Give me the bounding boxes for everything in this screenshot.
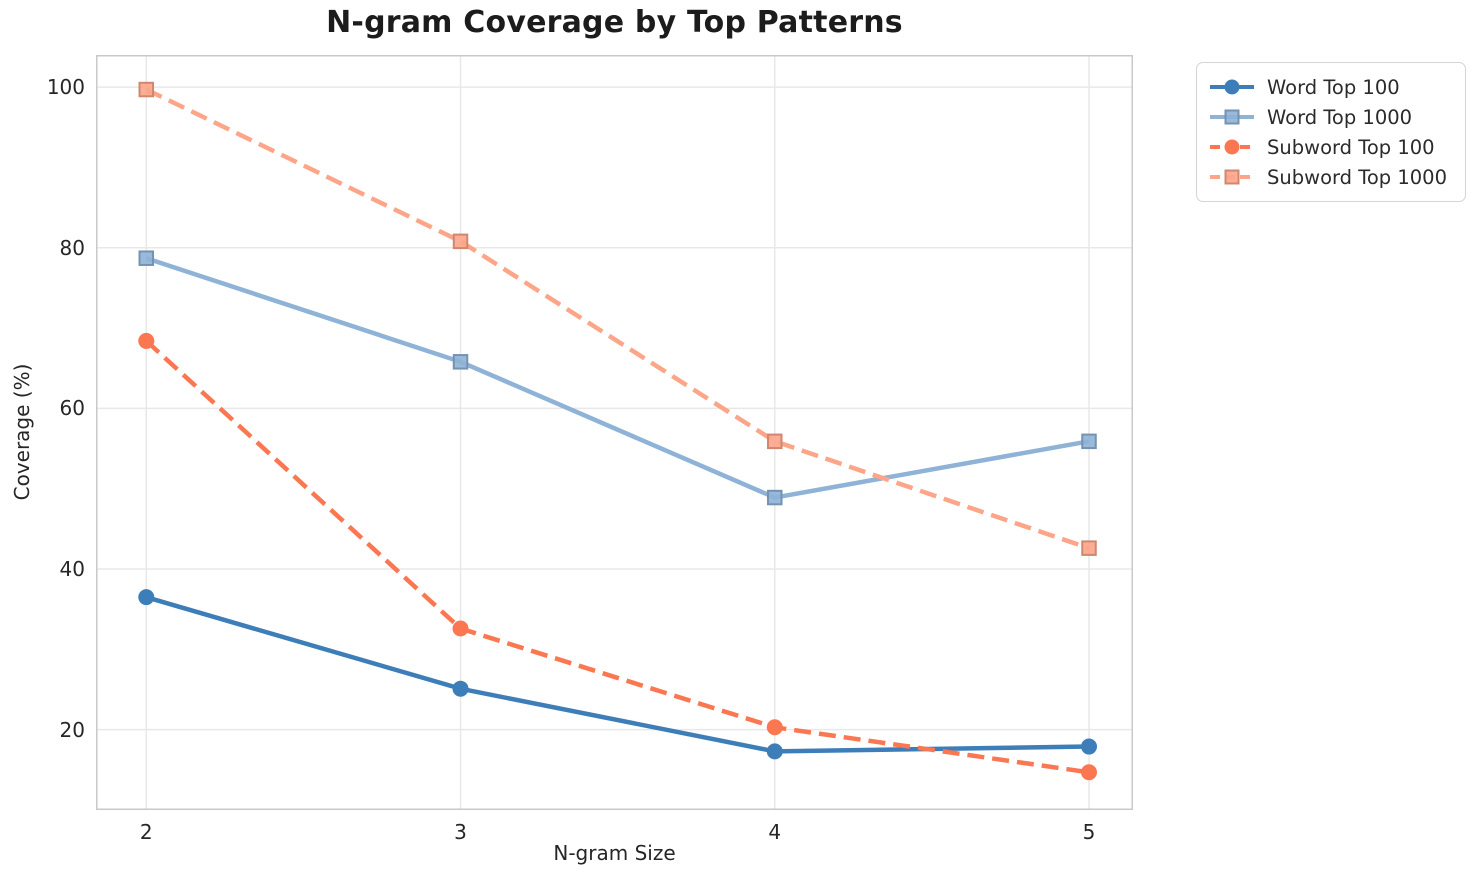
legend-sample-word-top-1000	[1210, 109, 1254, 125]
marker-subword-top-1000-x5	[1081, 540, 1097, 556]
marker-subword-top-1000-x2	[138, 81, 155, 98]
y-axis-label: Coverage (%)	[10, 363, 34, 501]
xtick-4: 4	[768, 820, 782, 844]
series-line-subword-top-100	[144, 339, 1090, 775]
marker-word-top-100-x4	[766, 743, 783, 760]
ytick-100: 100	[46, 75, 85, 100]
marker-word-top-1000-x3	[452, 354, 469, 370]
ytick-80: 80	[59, 235, 85, 260]
marker-subword-top-100-x5	[1081, 764, 1098, 781]
legend: Word Top 100 Word Top 1000 Subword Top 100…	[1196, 62, 1466, 202]
marker-subword-top-100-x3	[452, 620, 469, 637]
legend-item-word-top-1000: Word Top 1000	[1209, 102, 1447, 132]
series-line-word-top-1000	[145, 256, 1090, 500]
legend-label-word-top-1000: Word Top 1000	[1267, 105, 1413, 129]
legend-item-word-top-100: Word Top 100	[1209, 72, 1447, 102]
marker-word-top-100-x3	[452, 680, 469, 697]
legend-sample-subword-top-1000	[1210, 169, 1254, 185]
xtick-5: 5	[1082, 820, 1096, 844]
chart-title: N-gram Coverage by Top Patterns	[326, 5, 903, 40]
ytick-60: 60	[59, 396, 85, 421]
marker-word-top-1000-x5	[1081, 433, 1097, 450]
chart-svg	[96, 55, 1133, 810]
legend-label-subword-top-1000: Subword Top 1000	[1267, 165, 1447, 189]
series-line-word-top-100	[145, 595, 1090, 754]
ytick-40: 40	[59, 557, 85, 582]
series-line-subword-top-1000	[145, 87, 1090, 551]
xtick-3: 3	[454, 820, 467, 844]
legend-sample-subword-top-100	[1210, 139, 1254, 155]
ytick-20: 20	[59, 717, 85, 742]
marker-word-top-1000-x4	[767, 489, 783, 506]
marker-subword-top-1000-x4	[767, 433, 783, 450]
x-axis-label: N-gram Size	[553, 841, 676, 865]
marker-subword-top-100-x4	[766, 719, 783, 736]
marker-subword-top-100-x2	[138, 332, 155, 349]
legend-label-word-top-100: Word Top 100	[1267, 75, 1400, 99]
legend-sample-word-top-100	[1210, 79, 1254, 95]
xtick-2: 2	[139, 820, 153, 844]
marker-word-top-1000-x2	[138, 250, 155, 266]
plot-area	[96, 55, 1133, 814]
legend-item-subword-top-1000: Subword Top 1000	[1209, 162, 1447, 192]
legend-item-subword-top-100: Subword Top 100	[1209, 132, 1447, 162]
marker-subword-top-1000-x3	[452, 233, 469, 250]
marker-word-top-100-x2	[138, 589, 155, 606]
plot-frame	[96, 55, 1133, 810]
marker-word-top-100-x5	[1081, 738, 1098, 755]
legend-label-subword-top-100: Subword Top 100	[1267, 135, 1435, 159]
